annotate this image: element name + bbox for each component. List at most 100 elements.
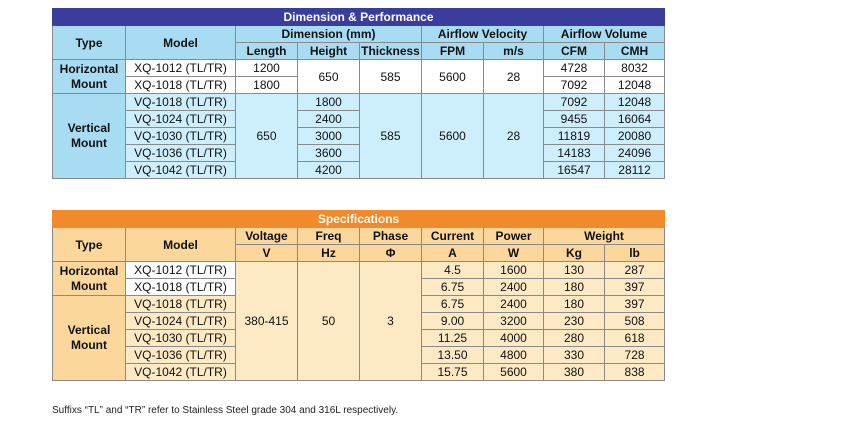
voltage-cell: 380-415: [235, 261, 298, 381]
lb-cell: 397: [603, 278, 666, 296]
kg-cell: 180: [543, 278, 605, 296]
lb-cell: 728: [603, 346, 666, 364]
current-cell: 6.75: [421, 295, 484, 313]
dimension-header: Dimension (mm): [235, 25, 422, 43]
table-row: Vertical Mount VQ-1018 (TL/TR) 6.75 2400…: [52, 295, 666, 381]
cmh-cell: 24096: [603, 144, 666, 162]
length-cell: 650: [235, 93, 298, 179]
ms-header: m/s: [483, 42, 544, 60]
specifications-title: Specifications: [51, 210, 666, 228]
lb-cell: 618: [603, 329, 666, 347]
cmh-cell: 16064: [603, 110, 666, 128]
phase-unit-header: Φ: [359, 244, 422, 262]
phase-header: Phase: [359, 227, 422, 245]
cfm-cell: 7092: [543, 93, 605, 111]
current-cell: 9.00: [421, 312, 484, 330]
airflow-volume-header: Airflow Volume: [542, 25, 666, 43]
power-cell: 2400: [483, 278, 544, 296]
dimension-performance-table: Dimension & Performance Type Model Dimen…: [51, 8, 666, 179]
model-cell: VQ-1030 (TL/TR): [125, 127, 236, 145]
cmh-cell: 28112: [603, 161, 666, 179]
table-row: VQ-1024 (TL/TR) 2400 9455 16064: [53, 110, 666, 128]
model-cell: VQ-1024 (TL/TR): [125, 110, 236, 128]
freq-cell: 50: [297, 261, 360, 381]
type-header: Type: [52, 227, 126, 262]
footnote: Suffixs “TL” and “TR” refer to Stainless…: [52, 405, 399, 416]
height-header: Height: [297, 42, 360, 60]
length-header: Length: [235, 42, 298, 60]
performance-title: Dimension & Performance: [51, 8, 666, 26]
current-cell: 4.5: [421, 261, 484, 279]
length-cell: 1200: [235, 59, 298, 77]
thickness-cell: 585: [359, 59, 422, 94]
cfm-cell: 7092: [543, 76, 605, 94]
table-row: VQ-1042 (TL/TR) 15.75 5600 380 838: [53, 363, 666, 381]
freq-unit-header: Hz: [297, 244, 360, 262]
model-cell: VQ-1042 (TL/TR): [125, 363, 236, 381]
freq-header: Freq: [297, 227, 360, 245]
table-row: XQ-1018 (TL/TR) 1800 7092 12048: [53, 76, 666, 94]
current-cell: 11.25: [421, 329, 484, 347]
kg-cell: 280: [543, 329, 605, 347]
thickness-header: Thickness: [359, 42, 422, 60]
height-cell: 650: [297, 59, 360, 94]
fpm-cell: 5600: [421, 59, 484, 94]
power-cell: 4800: [483, 346, 544, 364]
type-cell: Vertical Mount: [52, 93, 126, 179]
cmh-cell: 12048: [603, 76, 666, 94]
kg-cell: 130: [543, 261, 605, 279]
lb-header: lb: [603, 244, 666, 262]
model-cell: XQ-1012 (TL/TR): [125, 261, 236, 279]
cfm-cell: 9455: [543, 110, 605, 128]
model-cell: VQ-1036 (TL/TR): [125, 144, 236, 162]
table-row: Horizontal Mount XQ-1012 (TL/TR) 1200 65…: [52, 59, 666, 94]
cfm-cell: 16547: [543, 161, 605, 179]
cfm-cell: 11819: [543, 127, 605, 145]
ms-cell: 28: [483, 59, 544, 94]
phase-cell: 3: [359, 261, 422, 381]
model-cell: VQ-1018 (TL/TR): [125, 93, 236, 111]
kg-header: Kg: [543, 244, 605, 262]
height-cell: 2400: [297, 110, 360, 128]
cfm-cell: 14183: [543, 144, 605, 162]
current-unit-header: A: [421, 244, 484, 262]
kg-cell: 230: [543, 312, 605, 330]
cmh-cell: 12048: [603, 93, 666, 111]
table-row: Vertical Mount VQ-1018 (TL/TR) 650 1800 …: [52, 93, 666, 179]
model-cell: VQ-1036 (TL/TR): [125, 346, 236, 364]
current-cell: 6.75: [421, 278, 484, 296]
type-cell: Vertical Mount: [52, 295, 126, 381]
power-cell: 5600: [483, 363, 544, 381]
table-row: Horizontal Mount XQ-1012 (TL/TR) 380-415…: [52, 261, 666, 381]
cmh-cell: 8032: [603, 59, 666, 77]
model-cell: VQ-1024 (TL/TR): [125, 312, 236, 330]
cmh-cell: 20080: [603, 127, 666, 145]
height-cell: 3600: [297, 144, 360, 162]
model-cell: VQ-1018 (TL/TR): [125, 295, 236, 313]
kg-cell: 330: [543, 346, 605, 364]
voltage-header: Voltage: [235, 227, 298, 245]
height-cell: 3000: [297, 127, 360, 145]
length-cell: 1800: [235, 76, 298, 94]
model-cell: VQ-1030 (TL/TR): [125, 329, 236, 347]
model-header: Model: [125, 25, 236, 60]
power-cell: 4000: [483, 329, 544, 347]
model-cell: XQ-1018 (TL/TR): [125, 278, 236, 296]
power-cell: 2400: [483, 295, 544, 313]
table-row: VQ-1042 (TL/TR) 4200 16547 28112: [53, 161, 666, 179]
power-unit-header: W: [483, 244, 544, 262]
airflow-velocity-header: Airflow Velocity: [421, 25, 544, 43]
kg-cell: 180: [543, 295, 605, 313]
fpm-header: FPM: [421, 42, 484, 60]
lb-cell: 508: [603, 312, 666, 330]
height-cell: 1800: [297, 93, 360, 111]
current-header: Current: [421, 227, 484, 245]
cfm-header: CFM: [543, 42, 605, 60]
fpm-cell: 5600: [421, 93, 484, 179]
specifications-table: Specifications Type Model Voltage Freq P…: [51, 210, 666, 381]
weight-header: Weight: [542, 227, 666, 245]
power-cell: 1600: [483, 261, 544, 279]
lb-cell: 287: [603, 261, 666, 279]
cfm-cell: 4728: [543, 59, 605, 77]
current-cell: 13.50: [421, 346, 484, 364]
